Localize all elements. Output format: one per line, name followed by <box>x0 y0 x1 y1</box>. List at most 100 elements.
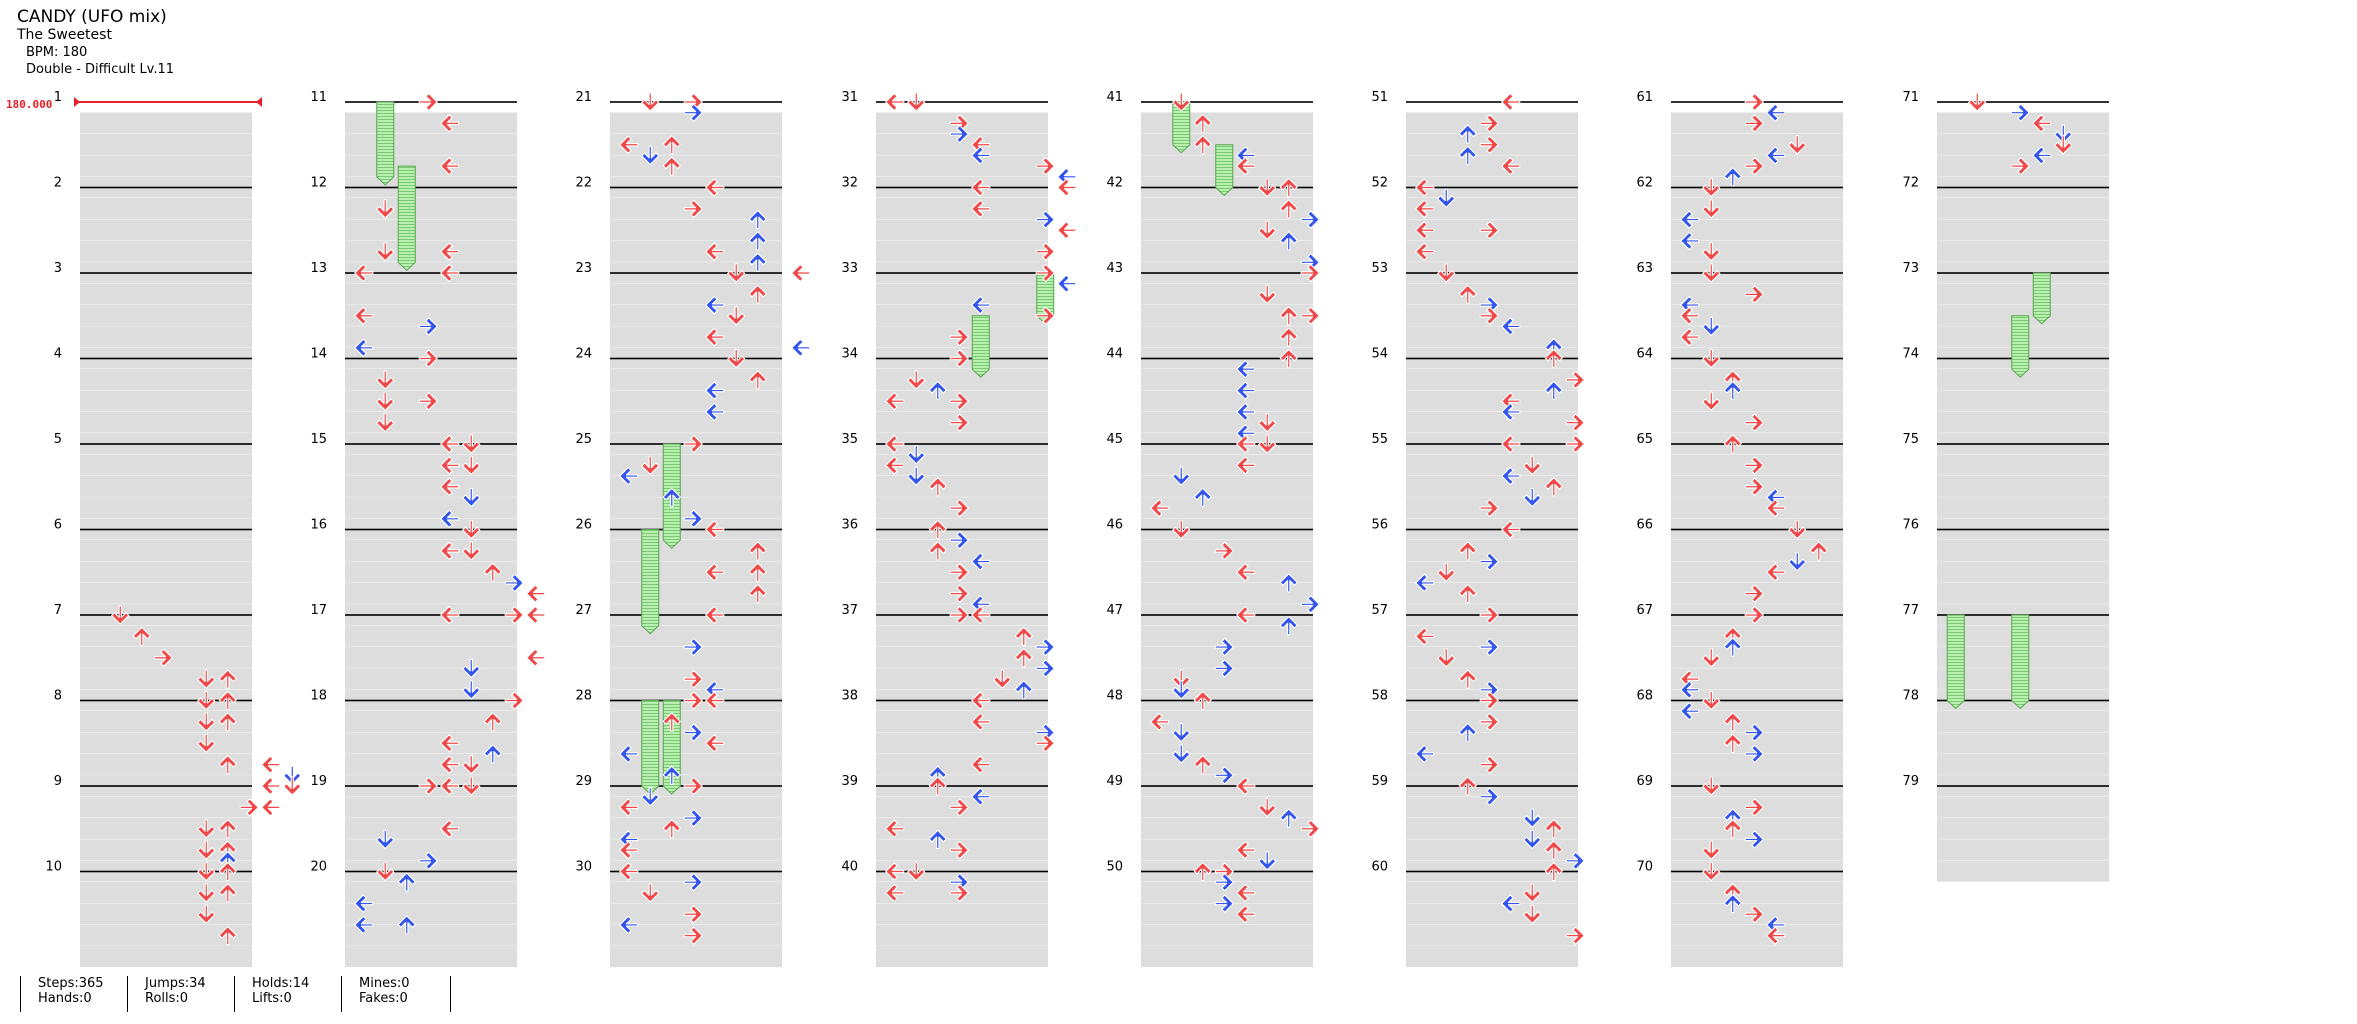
beat-row <box>1671 646 1843 668</box>
beat-row <box>80 582 252 604</box>
beat-row <box>876 540 1048 561</box>
measure-number: 52 <box>1371 176 1388 191</box>
tap-note <box>1035 242 1055 261</box>
beat-row <box>610 390 782 412</box>
measure-number: 63 <box>1636 261 1653 276</box>
tap-note <box>1723 167 1742 187</box>
measure-number: 65 <box>1636 432 1653 447</box>
tap-note <box>1458 669 1477 689</box>
measure-number: 37 <box>841 603 858 618</box>
measure-line <box>80 870 252 873</box>
tap-note <box>1702 861 1721 882</box>
tap-note <box>1258 220 1277 240</box>
tap-note <box>662 156 681 176</box>
beat-row <box>80 903 252 925</box>
measure-line <box>345 614 517 616</box>
beat-row <box>80 732 252 754</box>
beat-row <box>1141 198 1313 219</box>
measure-number: 41 <box>1106 90 1123 105</box>
tap-note <box>1172 722 1191 743</box>
tap-note <box>971 787 991 806</box>
tap-note <box>1214 862 1234 881</box>
beat-row <box>1671 732 1843 754</box>
hold-note <box>376 101 395 186</box>
beat-row <box>1937 860 2109 882</box>
tap-note <box>1279 348 1298 369</box>
tap-note <box>376 242 395 262</box>
measure-number: 54 <box>1371 347 1388 362</box>
tap-note <box>1458 722 1477 743</box>
tap-note <box>1236 146 1256 165</box>
beat-row <box>1937 796 2109 818</box>
measure-number: 56 <box>1371 518 1388 533</box>
tap-note <box>1544 380 1563 401</box>
tap-note <box>662 819 681 839</box>
beat-row <box>610 753 782 775</box>
tap-note <box>354 338 374 357</box>
measure-number: 62 <box>1636 176 1653 191</box>
tap-note <box>462 434 481 454</box>
tap-note <box>1458 584 1477 604</box>
tap-note <box>1279 573 1298 593</box>
measure-line <box>1141 101 1313 103</box>
tap-note <box>1279 231 1298 251</box>
tap-note <box>1523 904 1542 924</box>
beat-row <box>80 411 252 433</box>
tap-note <box>1415 627 1435 646</box>
tap-note <box>1479 787 1499 806</box>
tap-note <box>791 263 811 283</box>
measure-number: 78 <box>1902 689 1919 704</box>
tap-note <box>748 370 767 390</box>
beat-row <box>876 304 1048 326</box>
tap-note <box>1565 851 1585 870</box>
tap-note <box>504 691 524 710</box>
beat-row <box>345 133 517 155</box>
tap-note <box>971 135 991 154</box>
measure-line <box>1671 785 1843 787</box>
beat-row <box>80 924 252 946</box>
tap-note <box>662 712 681 732</box>
step-chart: 1234567891011121314151617181920212223242… <box>6 90 2109 968</box>
measure-line <box>1141 272 1313 274</box>
tap-note <box>1680 680 1700 699</box>
bpm-marker-end <box>256 97 262 107</box>
tap-note <box>1702 348 1721 369</box>
stat-cell: Mines:0 Fakes:0 <box>341 976 410 1012</box>
tap-note <box>462 541 481 561</box>
measure-number: 70 <box>1636 860 1653 875</box>
tap-note <box>354 915 374 935</box>
beat-row <box>610 112 782 134</box>
measure-number: 42 <box>1106 176 1123 191</box>
measure-line <box>1671 699 1843 702</box>
tap-note <box>1258 413 1277 433</box>
tap-note <box>1702 391 1721 411</box>
stat-cell: Holds:14 Lifts:0 <box>234 976 309 1012</box>
measure-number: 55 <box>1371 432 1388 447</box>
difficulty-label: Double - Difficult Lv.11 <box>26 62 175 77</box>
tap-note <box>1744 723 1764 742</box>
bpm-label: BPM: 180 <box>26 45 88 60</box>
tap-note <box>1501 392 1521 411</box>
tap-note <box>1565 926 1585 945</box>
stat-value: Rolls:0 <box>145 991 189 1006</box>
measure-line <box>345 186 517 189</box>
tap-note <box>1479 691 1499 710</box>
tap-note <box>928 477 947 497</box>
tap-note <box>1279 177 1298 198</box>
tap-note <box>1258 177 1277 198</box>
tap-note <box>197 712 216 732</box>
measure-number: 67 <box>1636 603 1653 618</box>
beat-row <box>1406 155 1578 177</box>
tap-note <box>641 92 660 112</box>
beat-row <box>345 475 517 497</box>
measure-number: 51 <box>1371 90 1388 105</box>
beat-row <box>610 497 782 519</box>
beat-row <box>345 240 517 262</box>
tap-note <box>1744 157 1764 176</box>
tap-note <box>1479 637 1499 657</box>
hold-note <box>2011 614 2030 710</box>
tap-note <box>462 519 481 540</box>
tap-note <box>949 584 969 603</box>
tap-note <box>397 872 416 892</box>
tap-note <box>1680 306 1700 325</box>
